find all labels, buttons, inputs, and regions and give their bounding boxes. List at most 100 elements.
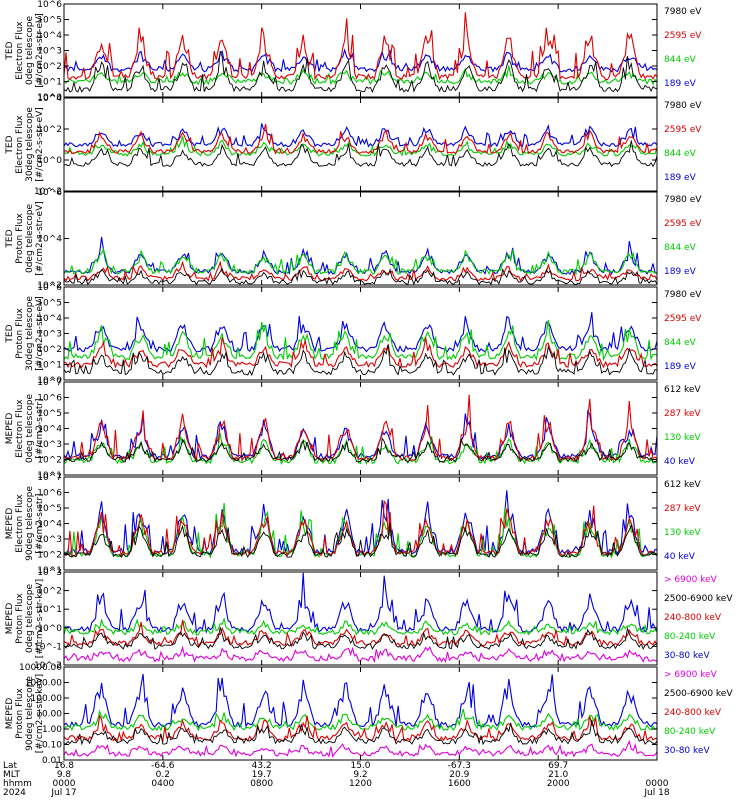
y-tick-label: 10^3	[37, 47, 62, 57]
y-tick-label: 10^2	[37, 456, 62, 466]
y-axis-label-line: Proton Flux	[15, 688, 25, 739]
x-tick-time: 1600	[448, 779, 471, 789]
y-tick-label: 10^1	[37, 361, 62, 371]
y-axis-label-line: [#/cm2-s-str-keV]	[35, 674, 45, 753]
series-blue	[64, 673, 657, 729]
legend-entry: 7980 eV	[664, 101, 702, 111]
series-blue	[64, 572, 657, 634]
series-red	[64, 619, 657, 648]
series-blue	[64, 236, 657, 276]
y-tick-label: 10^7	[37, 473, 62, 483]
y-axis-label-line: MEPED	[5, 508, 15, 540]
x-tick-time: 2000	[547, 779, 570, 789]
panel-5: 10^1 10^2 10^3 10^4 10^5 10^6 10^7 MEPED Electro…	[5, 378, 701, 481]
x-tick-lat: 16.8	[54, 761, 74, 771]
legend-entry: 2500-6900 keV	[664, 689, 733, 699]
panel-3: 10^2 10^4 10^6 TED Proton Flux 0deg telescope…	[5, 188, 702, 291]
y-tick-label: 10^-1	[34, 642, 62, 652]
y-tick-label: 10^6	[37, 394, 62, 404]
y-axis-label-line: [#/cm2-s-str-eV]	[35, 201, 45, 276]
series-black	[64, 436, 657, 463]
x-tick-lat: 69.7	[548, 761, 568, 771]
legend-entry: 80-240 keV	[664, 727, 716, 737]
y-tick-label: 10^5	[37, 409, 62, 419]
y-axis-label-line: TED	[5, 324, 15, 343]
x-row-label: hhmm	[3, 779, 32, 789]
legend-entry: 189 eV	[664, 362, 697, 372]
panel-frame	[63, 571, 658, 666]
panel-data	[64, 673, 657, 759]
y-tick-label: 10^1	[37, 605, 62, 615]
legend-entry: 612 keV	[664, 480, 701, 490]
x-tick-mlt: 9.2	[353, 770, 367, 780]
legend-entry: 189 eV	[664, 267, 697, 277]
series-blue	[64, 123, 657, 148]
series-red	[64, 499, 657, 558]
y-axis-label-line: Proton Flux	[15, 593, 25, 644]
y-axis-label-line: [#/cm2-s-str-keV]	[35, 579, 45, 658]
legend-entry: 844 eV	[664, 149, 697, 159]
y-tick-label: 10^6	[37, 0, 62, 10]
series-black	[64, 626, 657, 650]
x-tick-mlt: 9.8	[57, 770, 72, 780]
y-axis-label-line: Electron Flux	[15, 115, 25, 174]
legend-entry: 612 keV	[664, 385, 701, 395]
y-axis-label-line: MEPED	[5, 698, 15, 730]
y-tick-label: 10^0	[37, 624, 62, 634]
legend-entry: 240-800 keV	[664, 613, 722, 623]
y-axis-label-line: [#/cm2-s-str]	[35, 493, 45, 553]
series-green	[64, 432, 657, 465]
y-axis-label-line: [#/cm2-s-str-eV]	[35, 296, 45, 371]
series-black	[64, 50, 657, 94]
y-tick-label: 0.01	[42, 756, 62, 766]
x-row-label: Lat	[3, 761, 18, 771]
series-green	[64, 617, 657, 636]
x-tick-lat: 43.2	[252, 761, 272, 771]
x-tick-time: 1200	[349, 779, 372, 789]
series-green	[64, 708, 657, 732]
legend-entry: 2595 eV	[664, 31, 702, 41]
y-tick-label: 1.00	[42, 725, 62, 735]
y-axis-label-line: MEPED	[5, 603, 15, 635]
series-black	[64, 522, 657, 559]
y-tick-label: 10^5	[37, 16, 62, 26]
y-tick-label: 10^-2	[34, 661, 62, 671]
legend-entry: 844 eV	[664, 243, 697, 253]
y-axis-label-line: MEPED	[5, 413, 15, 445]
y-tick-label: 10^4	[37, 520, 62, 530]
y-tick-label: 10^5	[37, 299, 62, 309]
series-red	[64, 714, 657, 743]
x-tick-time: 0000	[646, 779, 669, 789]
series-blue	[64, 312, 657, 353]
legend-entry: 844 eV	[664, 338, 697, 348]
series-magenta	[64, 645, 657, 664]
y-tick-label: 10^0	[37, 93, 62, 103]
series-blue	[64, 490, 657, 557]
y-tick-label: 10^2	[37, 345, 62, 355]
panel-8: 0.01 0.10 1.00 10.00 100.00 1000.00 10000.00 ME…	[5, 663, 733, 766]
y-tick-label: 10^3	[37, 440, 62, 450]
y-axis-label-line: TED	[5, 41, 15, 60]
y-tick-label: 100.00	[31, 694, 63, 704]
y-tick-label: 10^6	[37, 283, 62, 293]
panel-2: 10^-2 10^0 10^2 10^4 TED Electron Flux 30deg t…	[5, 94, 702, 197]
x-tick-time: 0000	[53, 779, 76, 789]
panel-data	[64, 236, 657, 285]
y-tick-label: 10^3	[37, 535, 62, 545]
y-tick-label: 10^6	[37, 188, 62, 198]
y-tick-label: 10^2	[37, 281, 62, 291]
legend-entry: > 6900 keV	[664, 575, 718, 585]
y-tick-label: 0.10	[42, 741, 62, 751]
y-tick-label: 10^1	[37, 471, 62, 481]
x-tick-date: Jul 18	[643, 788, 669, 798]
x-tick-time: 0400	[151, 779, 174, 789]
y-tick-label: 10^3	[37, 568, 62, 578]
y-tick-label: 10^4	[37, 235, 62, 245]
y-axis-label-line: 90deg telescope	[25, 676, 35, 751]
y-axis-label-line: Proton Flux	[15, 213, 25, 264]
y-axis-label-line: 30deg telescope	[25, 296, 35, 371]
legend-entry: 189 eV	[664, 79, 697, 89]
y-tick-label: 10^5	[37, 504, 62, 514]
panel-7: 10^-2 10^-1 10^0 10^1 10^2 10^3 MEPED Proton Fl…	[5, 568, 733, 671]
series-red	[64, 12, 657, 81]
